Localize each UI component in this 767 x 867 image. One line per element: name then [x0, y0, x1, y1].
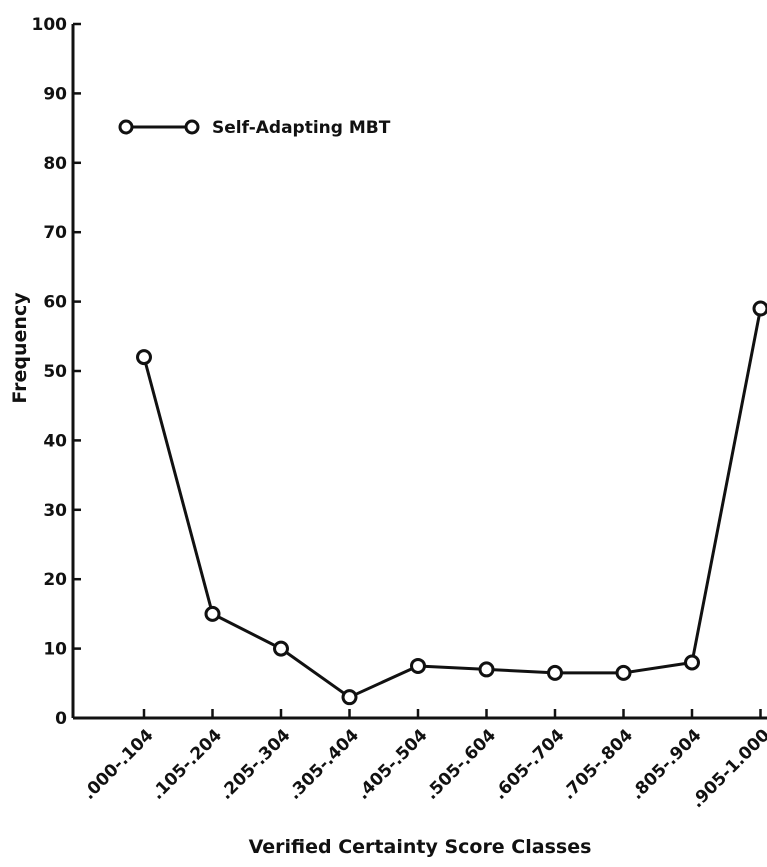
y-axis-title: Frequency	[9, 292, 31, 404]
data-point	[754, 302, 767, 315]
data-point	[206, 607, 219, 620]
y-tick-label: 0	[55, 709, 67, 729]
y-tick-label: 100	[32, 15, 68, 35]
data-point	[138, 351, 151, 364]
y-tick-label: 70	[43, 223, 67, 243]
y-tick-label: 40	[43, 431, 67, 451]
y-tick-label: 50	[43, 362, 67, 382]
data-point	[617, 666, 630, 679]
data-point	[549, 666, 562, 679]
x-tick-label: .105-.204	[148, 725, 227, 804]
data-point	[412, 659, 425, 672]
x-tick-label: .305-.404	[285, 725, 364, 804]
y-tick-label: 20	[43, 570, 67, 590]
y-tick-label: 30	[43, 501, 67, 521]
legend-marker-right	[186, 121, 198, 133]
x-axis-title: Verified Certainty Score Classes	[249, 836, 592, 858]
y-tick-label: 10	[43, 640, 67, 660]
y-tick-label: 60	[43, 293, 67, 313]
x-axis-ticks: .000-.104.105-.204.205-.304.305-.404.405…	[79, 709, 767, 812]
series-line	[144, 309, 761, 698]
legend: Self-Adapting MBT	[120, 118, 391, 138]
legend-label: Self-Adapting MBT	[212, 118, 391, 138]
x-tick-label: .505-.604	[422, 725, 501, 804]
y-tick-label: 90	[43, 84, 67, 104]
legend-marker-left	[120, 121, 132, 133]
series-layer	[138, 302, 767, 704]
x-tick-label: .705-.804	[559, 725, 638, 804]
data-point	[686, 656, 699, 669]
data-point	[275, 642, 288, 655]
data-point	[480, 663, 493, 676]
x-tick-label: .205-.304	[216, 725, 295, 804]
data-point	[343, 691, 356, 704]
y-tick-label: 80	[43, 154, 67, 174]
x-tick-label: .605-.704	[490, 725, 569, 804]
x-tick-label: .000-.104	[79, 725, 158, 804]
x-tick-label: .405-.504	[353, 725, 432, 804]
